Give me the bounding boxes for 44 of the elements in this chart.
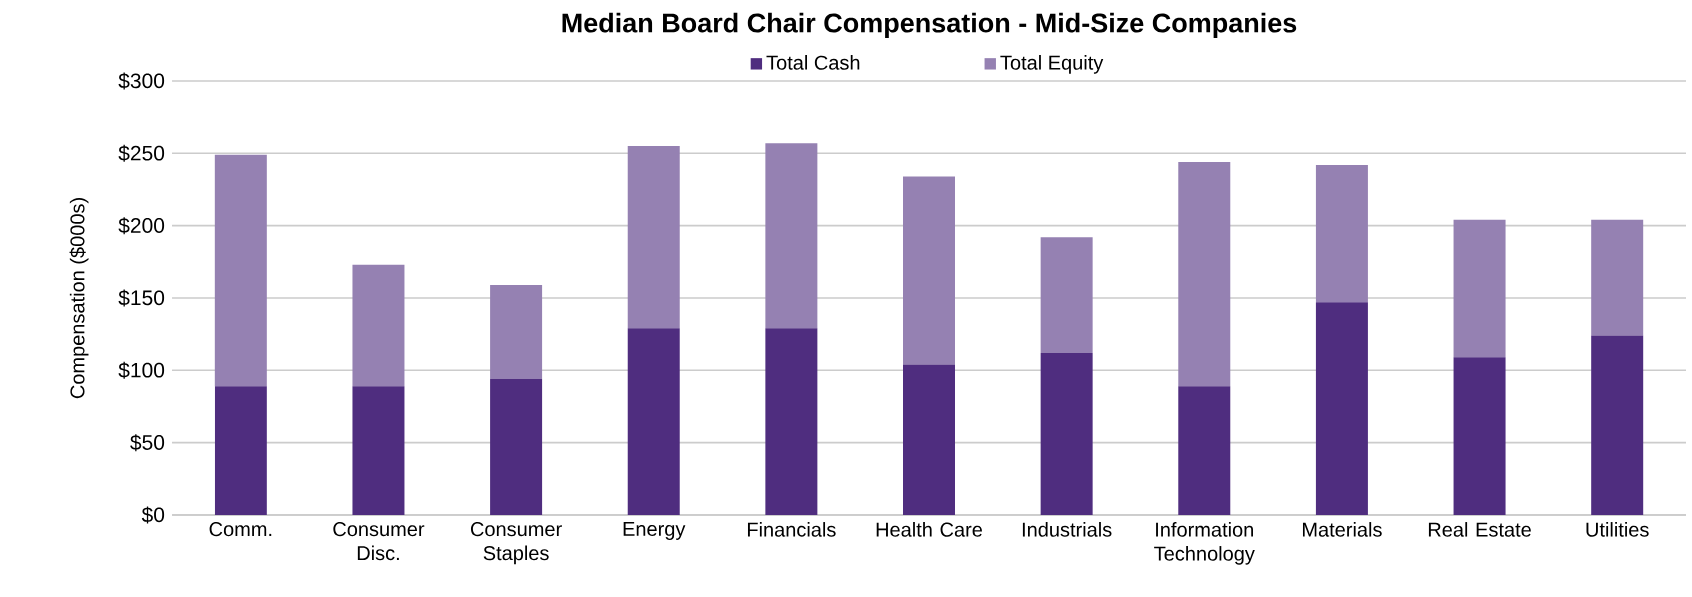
bar (903, 364, 955, 515)
bar (1591, 335, 1644, 515)
x-tick-label: Materials (1302, 522, 1382, 537)
bar (627, 328, 680, 515)
y-tick-label: $100 (118, 361, 165, 379)
bar (1040, 352, 1093, 515)
x-tick-label: Consumer Staples (470, 522, 562, 565)
x-tick-label: Financials (747, 522, 836, 537)
x-tick-label: Comm. (209, 522, 272, 537)
bar (903, 176, 955, 365)
bar (1178, 162, 1231, 387)
x-tick-label: Energy (623, 522, 686, 540)
bar (1315, 302, 1368, 515)
legend-label: Total Equity (1000, 55, 1104, 74)
bar (352, 386, 405, 515)
bar (765, 328, 818, 515)
bar (1453, 219, 1506, 358)
bar (1453, 357, 1506, 515)
y-tick-label: $200 (118, 217, 165, 235)
x-tick-label: Real Estate (1428, 522, 1531, 537)
x-tick-label: Industrials (1022, 522, 1112, 537)
x-tick-label: Utilities (1586, 522, 1649, 537)
bar (352, 264, 405, 387)
bar (214, 386, 267, 515)
bar (1040, 237, 1093, 353)
x-tick-label: Information Technology (1154, 522, 1255, 565)
y-tick-label: $150 (118, 289, 165, 307)
bar (1315, 164, 1368, 303)
x-tick-label: Health Care (876, 522, 982, 537)
legend-label: Total Cash (766, 55, 860, 70)
bar (490, 284, 543, 379)
bar (490, 379, 543, 515)
y-tick-label: $250 (118, 144, 165, 162)
y-tick-label: $50 (130, 434, 165, 452)
x-tick-label: Consumer Disc. (333, 522, 425, 561)
y-tick-label: $300 (118, 72, 165, 90)
bar (627, 146, 680, 329)
bar (765, 143, 818, 329)
chart-title: Median Board Chair Compensation - Mid-Size Companies (562, 12, 1297, 38)
bar (1591, 219, 1644, 336)
bar (214, 154, 267, 387)
y-tick-label: $0 (141, 506, 165, 524)
bar (1178, 386, 1231, 515)
y-axis-title: Compensation ($000s) (69, 198, 89, 399)
